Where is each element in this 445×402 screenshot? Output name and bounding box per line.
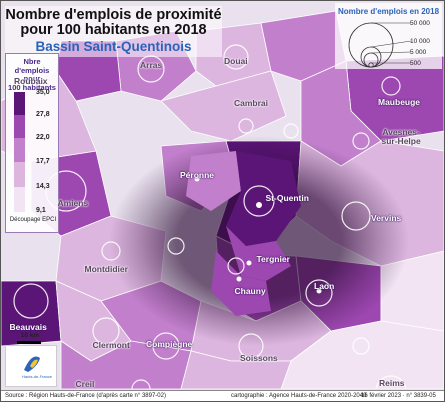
legend-class-1	[14, 187, 25, 212]
city-label-avesnes-sur-helpe: Avesnes- sur-Helpe	[381, 127, 421, 146]
circle-legend-val-3: 500	[410, 60, 421, 67]
city-label-compi-gne: Compiègne	[146, 339, 193, 349]
legend-class-4	[14, 115, 25, 138]
employment-circle	[352, 132, 370, 150]
legend-tick-2: 22,0	[36, 134, 50, 141]
legend-tick-3: 17,7	[36, 158, 50, 165]
employment-circle	[223, 44, 249, 70]
employment-circle	[13, 283, 49, 319]
city-label-st-quentin: St-Quentin	[265, 193, 309, 203]
employment-circle	[305, 279, 333, 307]
legend-note: Découpage EPCI	[9, 217, 57, 223]
city-label-clermont: Clermont	[92, 340, 130, 350]
footer-source: Source : Région Hauts-de-France (d'après…	[5, 393, 166, 399]
city-dot-stquentin	[256, 202, 262, 208]
city-label-amiens: Amiens	[57, 198, 89, 208]
basin-stquentin	[226, 151, 301, 246]
employment-circle	[167, 237, 185, 255]
city-dot-peronne	[194, 176, 200, 182]
legend-title-line3: 100 habitants	[8, 82, 56, 92]
legend-tick-5: 9,1	[36, 207, 46, 214]
employment-circle	[381, 76, 401, 96]
employment-circle	[243, 185, 275, 217]
city-label-roubaix: Roubaix	[14, 76, 48, 86]
city-label-montdidier: Montdidier	[84, 264, 128, 274]
basin-epci	[186, 151, 301, 316]
legend-title: Nbre d'emplois pour 100 habitants	[6, 57, 58, 92]
city-dot-laon	[316, 288, 322, 294]
city-dot-chauny	[246, 260, 252, 266]
employment-circle	[101, 241, 121, 261]
map-title-line1: Nombre d'emplois de proximité	[5, 7, 222, 23]
legend-class-3	[14, 138, 25, 162]
city-label-maubeuge: Maubeuge	[378, 97, 421, 107]
city-label-arras: Arras	[140, 60, 163, 70]
scale-line	[17, 341, 41, 344]
legend-class-5	[14, 92, 25, 115]
footer-credit: cartographie : Agence Hauts-de-France 20…	[231, 393, 367, 399]
color-legend: Nbre d'emplois pour 100 habitants 35,0 2…	[5, 53, 59, 233]
legend-class-2	[14, 162, 25, 187]
city-label-reims: Reims	[379, 378, 405, 388]
circle-legend-val-2: 5 000	[410, 49, 427, 56]
legend-tick-1: 27,8	[36, 111, 50, 118]
circle-legend-title: Nombre d'emplois en 2018	[337, 7, 440, 16]
city-label-tergnier: Tergnier	[256, 254, 290, 264]
city-label-beauvais: Beauvais	[9, 322, 47, 332]
map-subtitle: Bassin Saint-Quentinois	[35, 39, 192, 54]
employment-circle	[375, 375, 407, 389]
city-label-douai: Douai	[224, 56, 248, 66]
employment-circle	[238, 333, 264, 359]
city-label-soissons: Soissons	[240, 353, 278, 363]
region-south	[180, 350, 292, 389]
basin-peronne	[186, 151, 241, 211]
footer-date: 16 février 2023 · n° 3839-05	[361, 393, 436, 399]
legend-title-line2: pour	[23, 74, 41, 83]
region-logo-text: Hauts-de-France	[22, 374, 53, 379]
city-label-chauny: Chauny	[234, 286, 266, 296]
city-label-cambrai: Cambrai	[234, 98, 269, 108]
employment-circle	[341, 201, 371, 231]
employment-circle	[152, 332, 180, 360]
city-dot-tergnier	[236, 276, 242, 282]
scale-label: 10 km	[20, 332, 40, 339]
map-title-line2: pour 100 habitants en 2018	[20, 22, 207, 38]
circle-legend-val-0: 50 000	[410, 20, 430, 27]
circle-legend: Nombre d'emplois en 2018 50 000 10 000 5…	[335, 3, 442, 69]
legend-tick-4: 14,3	[36, 183, 50, 190]
choropleth-map	[1, 10, 444, 389]
employment-circle	[227, 257, 245, 275]
employment-circle	[92, 317, 120, 345]
region-logo-icon	[24, 356, 40, 372]
region-logo: Hauts-de-France	[5, 345, 57, 387]
city-label-p-ronne: Péronne	[180, 170, 215, 180]
employment-circle	[283, 123, 299, 139]
legend-title-line1: Nbre d'emplois	[14, 57, 50, 75]
region-cambrai	[160, 70, 287, 142]
map-title-box: Nombre d'emplois de proximité pour 100 h…	[5, 6, 222, 57]
employment-circle	[131, 379, 151, 389]
employment-circle	[352, 337, 370, 355]
city-label-creil: Creil	[75, 379, 95, 389]
map-footer: Source : Région Hauts-de-France (d'après…	[1, 390, 444, 401]
legend-tick-0: 35,0	[36, 89, 50, 96]
circle-legend-symbols	[348, 22, 411, 68]
city-label-vervins: Vervins	[371, 213, 402, 223]
city-label-laon: Laon	[314, 281, 335, 291]
basin-tergnier	[226, 226, 291, 281]
circle-legend-val-1: 10 000	[410, 38, 430, 45]
basin-chauny	[211, 251, 271, 316]
employment-circle	[238, 118, 254, 134]
city-dots	[194, 176, 322, 294]
